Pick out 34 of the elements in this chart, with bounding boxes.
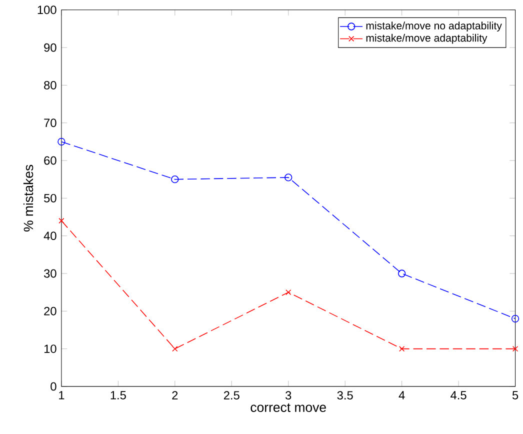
y-tick-label: 100 bbox=[38, 6, 56, 14]
y-tick-label: 30 bbox=[44, 269, 56, 278]
point bbox=[511, 314, 520, 323]
point bbox=[58, 218, 64, 224]
y-tick-label: 10 bbox=[44, 344, 56, 354]
x-tick-label: 1.5 bbox=[110, 391, 126, 400]
point bbox=[284, 174, 292, 182]
y-axis-title: % mistakes bbox=[23, 164, 34, 232]
legend-label: mistake/move adaptability bbox=[366, 34, 488, 44]
point bbox=[172, 346, 178, 352]
legend-label: mistake/move no adaptability bbox=[366, 22, 502, 32]
x-axis-title: correct move bbox=[250, 403, 326, 412]
x-tick-label: 5 bbox=[512, 391, 518, 400]
x-tick-label: 4 bbox=[398, 391, 405, 400]
point bbox=[512, 346, 518, 352]
x-tick-label: 3 bbox=[286, 391, 292, 400]
y-tick-label: 70 bbox=[44, 118, 56, 128]
x-tick-label: 1 bbox=[59, 391, 64, 400]
point bbox=[286, 289, 292, 296]
x-tick-label: 2 bbox=[172, 391, 178, 400]
point bbox=[58, 138, 66, 146]
x-tick-label: 2.5 bbox=[224, 391, 240, 400]
point bbox=[398, 270, 406, 278]
y-tick-label: 20 bbox=[44, 306, 56, 316]
point bbox=[171, 176, 179, 184]
y-tick-label: 50 bbox=[44, 194, 56, 202]
x-tick-label: 4.5 bbox=[450, 391, 466, 400]
y-tick-label: 40 bbox=[44, 232, 56, 240]
y-tick-label: 60 bbox=[44, 156, 56, 165]
x-tick-label: 3.5 bbox=[337, 391, 353, 400]
y-tick-label: 80 bbox=[44, 80, 56, 90]
y-tick-label: 90 bbox=[44, 43, 56, 52]
y-tick-label: 0 bbox=[50, 382, 56, 391]
point bbox=[398, 346, 405, 352]
